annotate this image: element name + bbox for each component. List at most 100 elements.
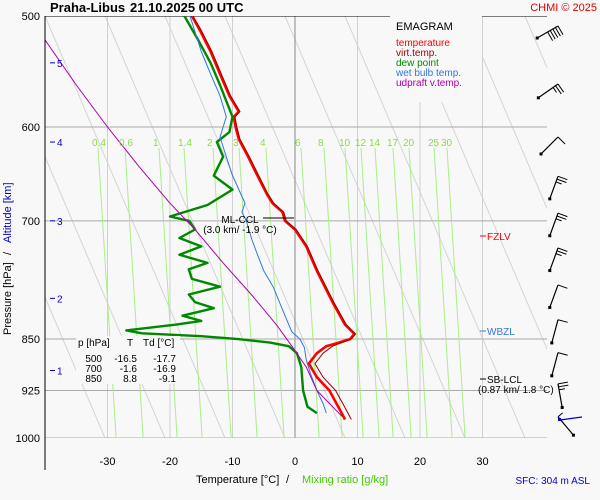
barb-flag (557, 25, 564, 35)
legend-virt-temp: virt.temp. (396, 48, 437, 59)
barb-station (560, 405, 564, 409)
barb-flag (557, 412, 563, 418)
legend-wet-bulb: wet bulb temp. (395, 68, 461, 79)
legend-box (390, 16, 482, 102)
table-cell: -1.6 (120, 364, 138, 375)
mixing-ratio-line (97, 147, 117, 438)
altitude-tick-label: 4 (57, 138, 63, 149)
y-tick-label: 700 (22, 216, 40, 228)
table-cell: -16.9 (153, 364, 176, 375)
copyright: CHMI © 2025 (530, 2, 597, 14)
barb-flag (555, 181, 562, 185)
barb-flag (557, 381, 568, 385)
barb-staff (536, 25, 559, 39)
barb-flag (558, 384, 569, 388)
y-axis-label: Pressure [hPa] (2, 262, 14, 335)
altitude-tick-label: 2 (57, 294, 63, 305)
barb-staff (549, 247, 559, 271)
ml-ccl-detail: (3.0 km/ -1.9 °C) (203, 225, 276, 236)
barb-staff (540, 136, 559, 155)
wind-barb (550, 352, 568, 378)
sb-lcl-label: SB-LCL (487, 375, 522, 386)
series-wet-bulb-temp-line (189, 16, 327, 414)
barb-staff (549, 284, 559, 308)
barb-flag (556, 250, 567, 255)
x-tick-label: 10 (351, 456, 363, 468)
wind-barb (548, 175, 568, 201)
table-header-td: Td [°C] (143, 338, 174, 349)
barb-flag (547, 31, 554, 41)
legend-title: EMAGRAM (396, 21, 453, 33)
sb-lcl-detail: (0.87 km/ 1.8 °C) (478, 385, 554, 396)
barb-station (548, 305, 552, 309)
barb-flag (558, 388, 566, 391)
barb-station (548, 269, 552, 273)
wind-barb (536, 83, 565, 100)
series-dew-pointline (125, 16, 318, 415)
x-tick-label: 30 (476, 456, 488, 468)
wind-barb (557, 381, 569, 409)
x-tick-label: -30 (100, 456, 116, 468)
mixing-ratio-label: 14 (369, 138, 381, 149)
altitude-tick-label: 1 (57, 366, 63, 377)
mixing-ratio-line (360, 147, 380, 438)
mixing-ratio-line (183, 147, 203, 438)
surface-wind-blue (559, 416, 583, 421)
series-virt-temp-line (192, 16, 357, 420)
barb-flag (557, 212, 568, 218)
mixing-ratio-line (433, 147, 453, 438)
mixing-ratio-label: 25 (428, 138, 440, 149)
mixing-ratio-line (392, 147, 412, 438)
wind-barb (548, 247, 568, 273)
x-tick-label: 0 (292, 456, 298, 468)
table-cell: -9.1 (159, 374, 177, 385)
barb-flag (552, 28, 559, 38)
barb-staff (537, 83, 559, 99)
series-temperatureline (190, 16, 356, 421)
mixing-ratio-label: 30 (441, 138, 453, 149)
y-axis-label-2: Altitude [km] (2, 182, 14, 243)
mixing-ratio-label: 0.6 (119, 138, 133, 149)
barb-flag (557, 175, 568, 181)
axes: 0.4 0.6 1 1.4 2 3 4 6 8 10 12 14 17 20 25 3050060070085… (16, 11, 489, 470)
mixing-ratio-line (265, 147, 285, 438)
barb-station (548, 234, 552, 238)
mixing-ratio-label: 2 (207, 138, 213, 149)
series-udpraft-v-temp-line (45, 39, 343, 417)
dry-adiabat (104, 16, 286, 438)
y-axis-separator: / (2, 251, 14, 255)
datetime-title: 21.10.2025 00 UTC (130, 0, 244, 15)
y-tick-label: 1000 (16, 433, 40, 445)
barb-station (536, 96, 540, 100)
altitude-tick-label: 5 (57, 59, 63, 70)
barb-station (539, 152, 543, 156)
table-cell: -17.7 (153, 354, 176, 365)
wind-barbs (535, 25, 583, 437)
barb-station (571, 433, 575, 437)
mixing-ratio-label: 1 (153, 138, 159, 149)
mixing-ratio-line (158, 147, 178, 438)
mixing-ratio-line (374, 147, 394, 438)
barb-flag (557, 247, 568, 252)
barb-flag (554, 27, 561, 37)
fzlv-label: FZLV (487, 232, 511, 243)
barb-flag (557, 352, 568, 356)
table-cell: 500 (85, 354, 102, 365)
barb-flag (555, 218, 562, 222)
y-tick-label: 600 (22, 122, 40, 134)
dry-adiabat (284, 16, 466, 438)
barb-staff (551, 319, 559, 344)
barb-flag (555, 85, 562, 95)
table-cell: 700 (85, 364, 102, 375)
y-tick-label: 925 (22, 386, 40, 398)
dry-adiabat (45, 16, 226, 438)
mixing-ratio-line (124, 147, 144, 438)
x-axis-label-2: Mixing ratio [g/kg] (302, 474, 388, 486)
mixing-ratio-label: 6 (295, 138, 301, 149)
mixing-ratio-label: 17 (387, 138, 399, 149)
barb-flag (556, 178, 567, 184)
mixing-ratio-label: 0.4 (92, 138, 106, 149)
mixing-ratio-line (446, 147, 466, 438)
barb-staff (557, 383, 563, 408)
mixing-ratio-label: 1.4 (178, 138, 192, 149)
